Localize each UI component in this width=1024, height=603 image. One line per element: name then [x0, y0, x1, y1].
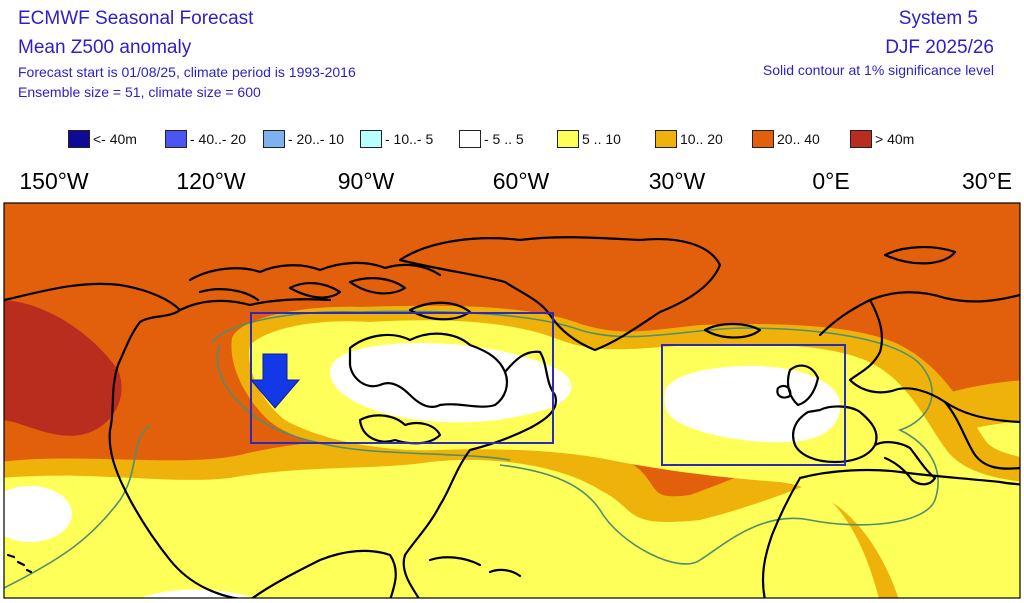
legend-label: - 10..- 5 [385, 131, 434, 147]
legend-swatch [655, 130, 677, 148]
legend-swatch [557, 130, 579, 148]
legend-label: - 5 .. 5 [484, 131, 524, 147]
legend-swatch [165, 130, 187, 148]
legend-item: 20.. 40 [752, 128, 820, 150]
legend-label: 20.. 40 [777, 131, 820, 147]
legend-swatch [68, 130, 90, 148]
legend-item: 5 .. 10 [557, 128, 621, 150]
ensemble-size-text: Ensemble size = 51, climate size = 600 [18, 84, 261, 100]
legend-item: <- 40m [68, 128, 137, 150]
anomaly-map [3, 202, 1021, 599]
legend-item: 10.. 20 [655, 128, 723, 150]
map-frame [3, 202, 1021, 599]
legend-label: > 40m [875, 131, 915, 147]
legend-item: - 40..- 20 [165, 128, 246, 150]
legend-label: - 40..- 20 [190, 131, 247, 147]
title-variable: Mean Z500 anomaly [18, 37, 192, 58]
legend-swatch [263, 130, 285, 148]
legend-item: - 5 .. 5 [459, 128, 524, 150]
legend-item: > 40m [850, 128, 914, 150]
significance-contour [4, 424, 151, 589]
legend-label: - 20..- 10 [288, 131, 345, 147]
europe-box [661, 344, 846, 466]
significance-note: Solid contour at 1% significance level [762, 62, 994, 78]
lon-label-30w: 30°W [648, 168, 706, 194]
legend-item: - 20..- 10 [263, 128, 344, 150]
legend-swatch [459, 130, 481, 148]
legend-swatch [752, 130, 774, 148]
legend-swatch [850, 130, 872, 148]
anomaly-field-neutral-hudson [330, 343, 572, 423]
down-arrow-icon [249, 353, 301, 409]
system-label: System 5 [898, 8, 978, 29]
lon-label-120w: 120°W [176, 168, 246, 194]
coastlines [4, 236, 1020, 598]
north-america-box [250, 312, 554, 444]
legend-swatch [360, 130, 382, 148]
lon-label-30e: 30°E [961, 168, 1013, 194]
title-ecmwf: ECMWF Seasonal Forecast [18, 8, 254, 29]
anomaly-field-gt40 [4, 300, 122, 436]
legend-label: 5 .. 10 [582, 131, 621, 147]
anomaly-field-neutral-pacific [4, 486, 72, 542]
season-label: DJF 2025/26 [885, 37, 994, 58]
lon-label-150w: 150°W [19, 168, 89, 194]
lon-label-90w: 90°W [337, 168, 395, 194]
legend-label: 10.. 20 [680, 131, 723, 147]
legend-label: <- 40m [93, 131, 137, 147]
lon-label-0e: 0°E [812, 168, 850, 194]
forecast-start-text: Forecast start is 01/08/25, climate peri… [18, 64, 356, 80]
lon-label-60w: 60°W [492, 168, 550, 194]
legend-item: - 10..- 5 [360, 128, 433, 150]
